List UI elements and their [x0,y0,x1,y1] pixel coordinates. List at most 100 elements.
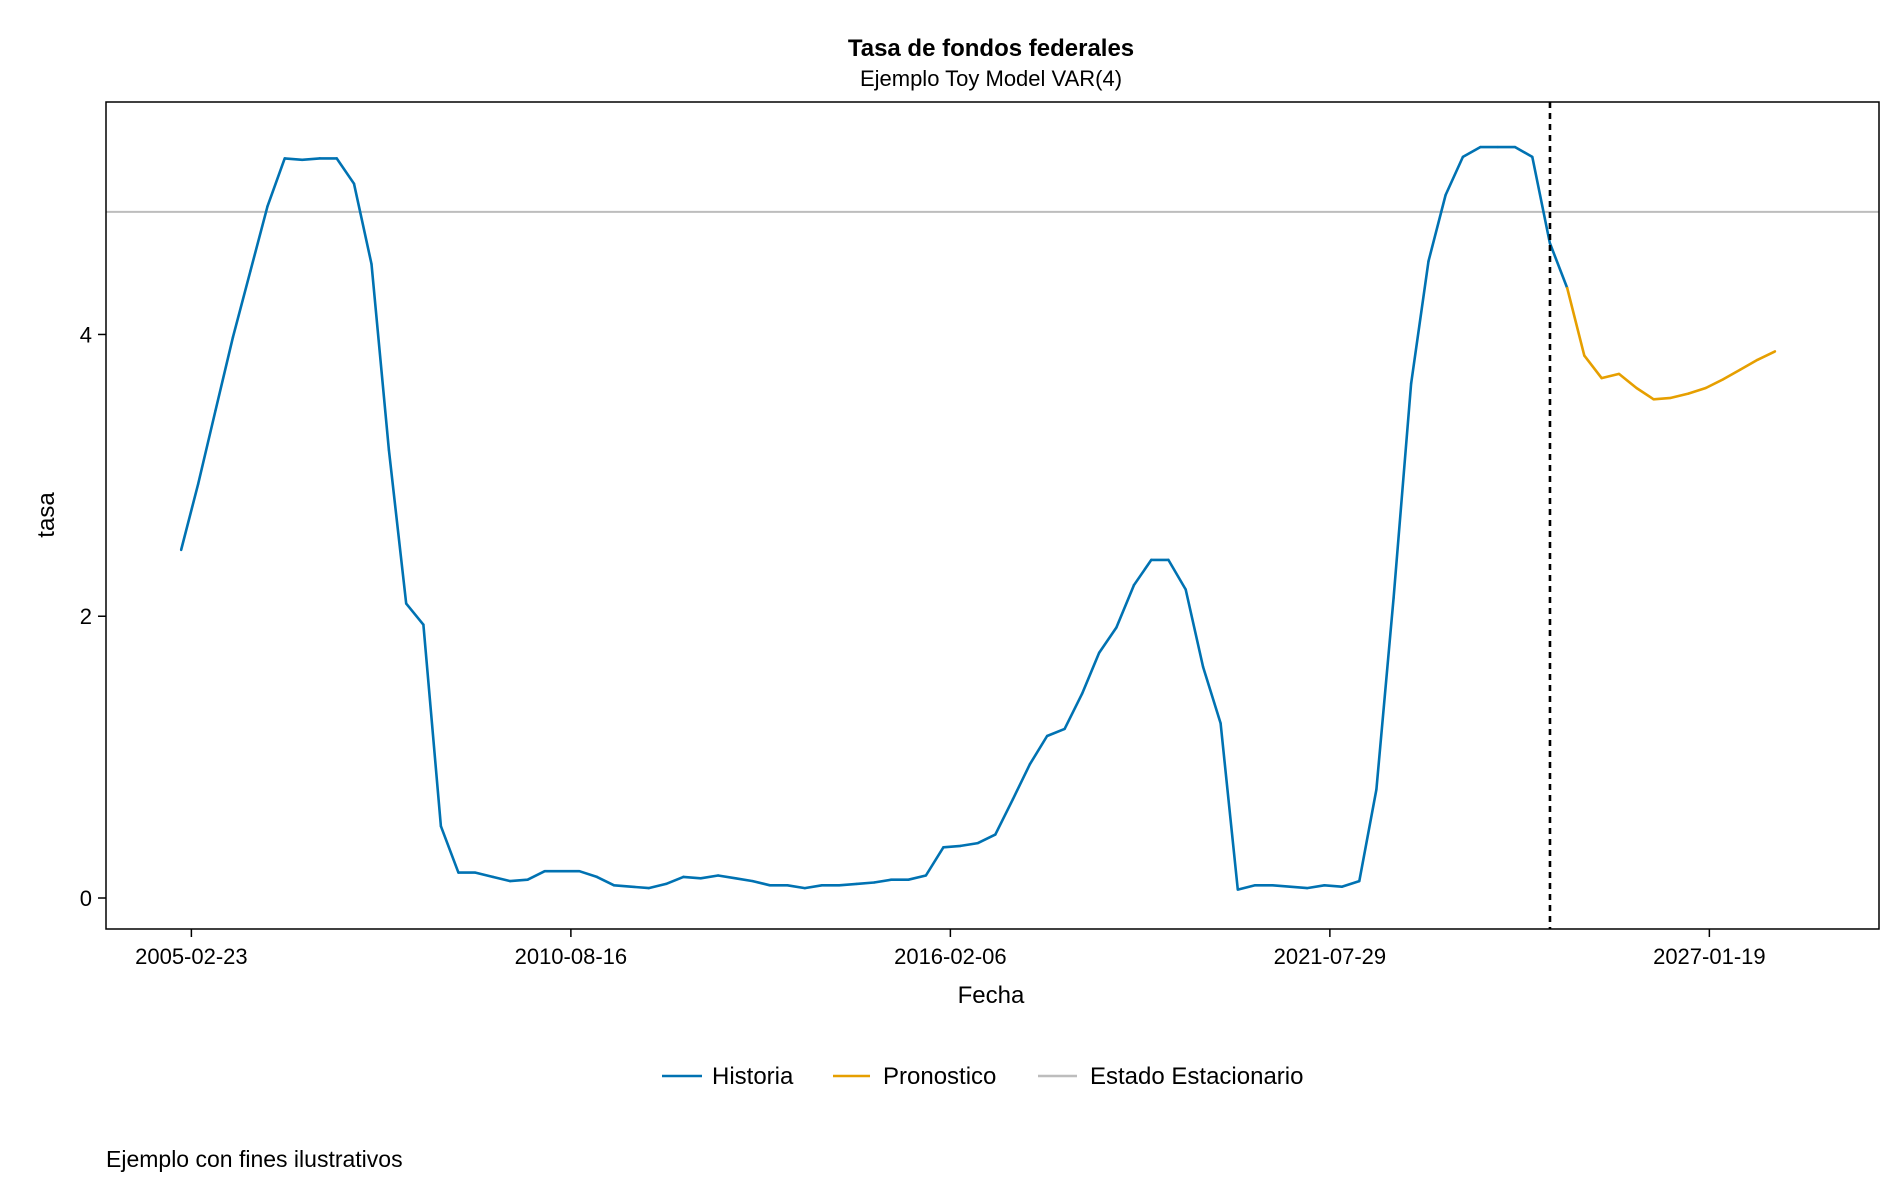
data-point-historia [959,844,962,848]
data-point-pronostico [1566,286,1569,290]
data-point-historia [1236,888,1240,891]
data-point-pronostico [1773,350,1777,353]
data-point-historia [682,875,685,879]
data-point-historia [924,874,928,877]
x-axis: 2005-02-23 2010-08-16 2016-02-06 2021-07-29… [135,929,1766,969]
data-point-historia [699,877,702,880]
data-point-historia [404,602,408,605]
data-point-historia [300,158,304,161]
data-point-historia [630,885,633,888]
data-point-historia [664,882,668,886]
data-point-historia [1201,665,1205,669]
data-point-pronostico [1738,368,1742,371]
legend: Historia Pronostico Estado Estacionario [662,1063,1303,1090]
data-point-historia [994,833,997,836]
data-point-historia [1115,626,1118,629]
data-point-historia [474,871,477,874]
data-point-historia [1271,884,1274,887]
data-point-historia [647,886,650,890]
data-point-historia [283,157,286,160]
data-point-historia [1548,241,1551,245]
data-point-historia [508,879,512,883]
data-point-historia [612,884,616,887]
data-point-historia [1496,145,1499,149]
data-point-historia [820,884,824,887]
data-point-pronostico [1704,386,1707,390]
data-point-historia [1305,886,1309,890]
data-point-historia [335,157,338,160]
data-point-historia [266,205,269,208]
x-tick-label: 2005-02-23 [135,944,248,969]
data-point-historia [803,886,807,890]
data-point-historia [1219,722,1222,725]
data-point-historia [543,870,546,873]
data-point-historia [1011,798,1015,801]
y-tick-label: 2 [80,604,92,629]
data-point-historia [786,884,789,887]
data-point-pronostico [1635,386,1638,390]
plot-area [106,102,1879,929]
data-point-historia [370,262,373,266]
series-line-historia [179,145,1569,891]
x-tick-label: 2027-01-19 [1653,944,1766,969]
data-point-historia [179,548,183,552]
data-point-historia [768,884,772,887]
legend-label-historia: Historia [712,1063,794,1090]
data-point-historia [1097,651,1101,655]
data-point-historia [457,871,460,874]
data-point-historia [1028,762,1032,766]
data-point-historia [1375,788,1378,791]
data-point-historia [1409,382,1413,385]
data-point-historia [734,877,737,880]
data-point-historia [1132,584,1136,587]
data-point-historia [872,881,876,884]
y-axis: 0 2 4 [80,322,106,911]
data-point-historia [1323,884,1326,887]
data-point-historia [1184,588,1187,591]
data-point-historia [491,875,494,879]
data-point-historia [1427,260,1430,263]
data-point-historia [837,884,841,887]
legend-label-pronostico: Pronostico [883,1063,996,1090]
y-tick-label: 0 [80,886,92,911]
data-point-historia [422,623,425,626]
data-point-historia [1513,145,1517,149]
data-point-historia [526,878,529,881]
data-point-historia [1253,884,1257,887]
data-point-historia [1340,885,1344,888]
data-point-historia [1080,692,1084,695]
legend-label-estado-estacionario: Estado Estacionario [1090,1063,1303,1090]
x-tick-label: 2021-07-29 [1274,944,1387,969]
plot-frame [105,101,1880,930]
series-line-pronostico [1565,287,1776,401]
data-point-historia [387,448,391,452]
data-point-historia [889,878,893,881]
x-axis-label: Fecha [958,982,1025,1009]
x-tick-label: 2010-08-16 [515,944,628,969]
data-point-pronostico [1721,378,1725,381]
data-point-historia [1150,558,1153,562]
data-point-historia [197,482,200,486]
data-point-historia [214,409,217,412]
data-point-historia [318,157,321,160]
data-point-historia [1479,145,1482,149]
x-tick-label: 2016-02-06 [894,944,1007,969]
data-point-pronostico [1600,376,1603,380]
data-point-historia [1531,155,1534,159]
data-point-historia [578,870,581,873]
data-point-pronostico [1687,392,1690,395]
data-point-historia [1045,734,1049,738]
data-point-historia [439,824,443,828]
y-axis-label: tasa [33,492,60,538]
data-point-historia [1288,885,1292,888]
data-point-historia [249,269,252,273]
chart-title: Tasa de fondos federales [848,35,1134,62]
data-point-pronostico [1756,358,1759,362]
data-point-historia [231,336,235,339]
data-point-historia [595,875,599,879]
data-point-pronostico [1583,354,1586,357]
data-point-historia [1392,596,1395,600]
data-point-pronostico [1617,372,1621,376]
data-point-historia [907,878,910,881]
